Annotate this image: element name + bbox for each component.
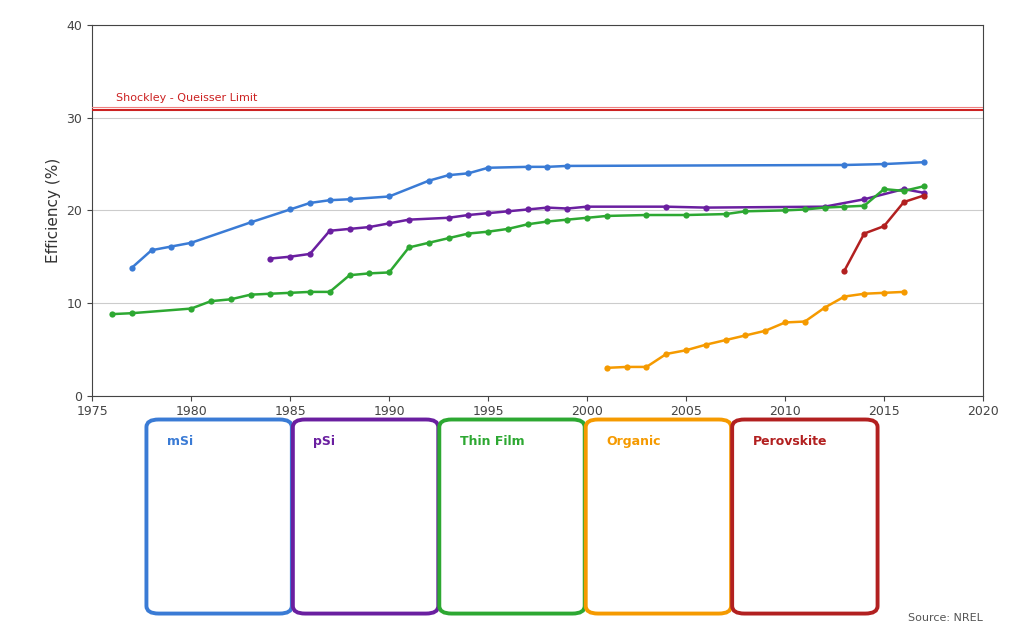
Text: Organic: Organic (606, 435, 660, 448)
Text: Thin Film: Thin Film (460, 435, 524, 448)
Text: Shockley - Queisser Limit: Shockley - Queisser Limit (116, 93, 257, 103)
Text: mSi: mSi (167, 435, 194, 448)
Y-axis label: Efficiency (%): Efficiency (%) (46, 158, 61, 263)
Text: Source: NREL: Source: NREL (908, 613, 983, 623)
Text: pSi: pSi (313, 435, 335, 448)
Text: Perovskite: Perovskite (753, 435, 827, 448)
